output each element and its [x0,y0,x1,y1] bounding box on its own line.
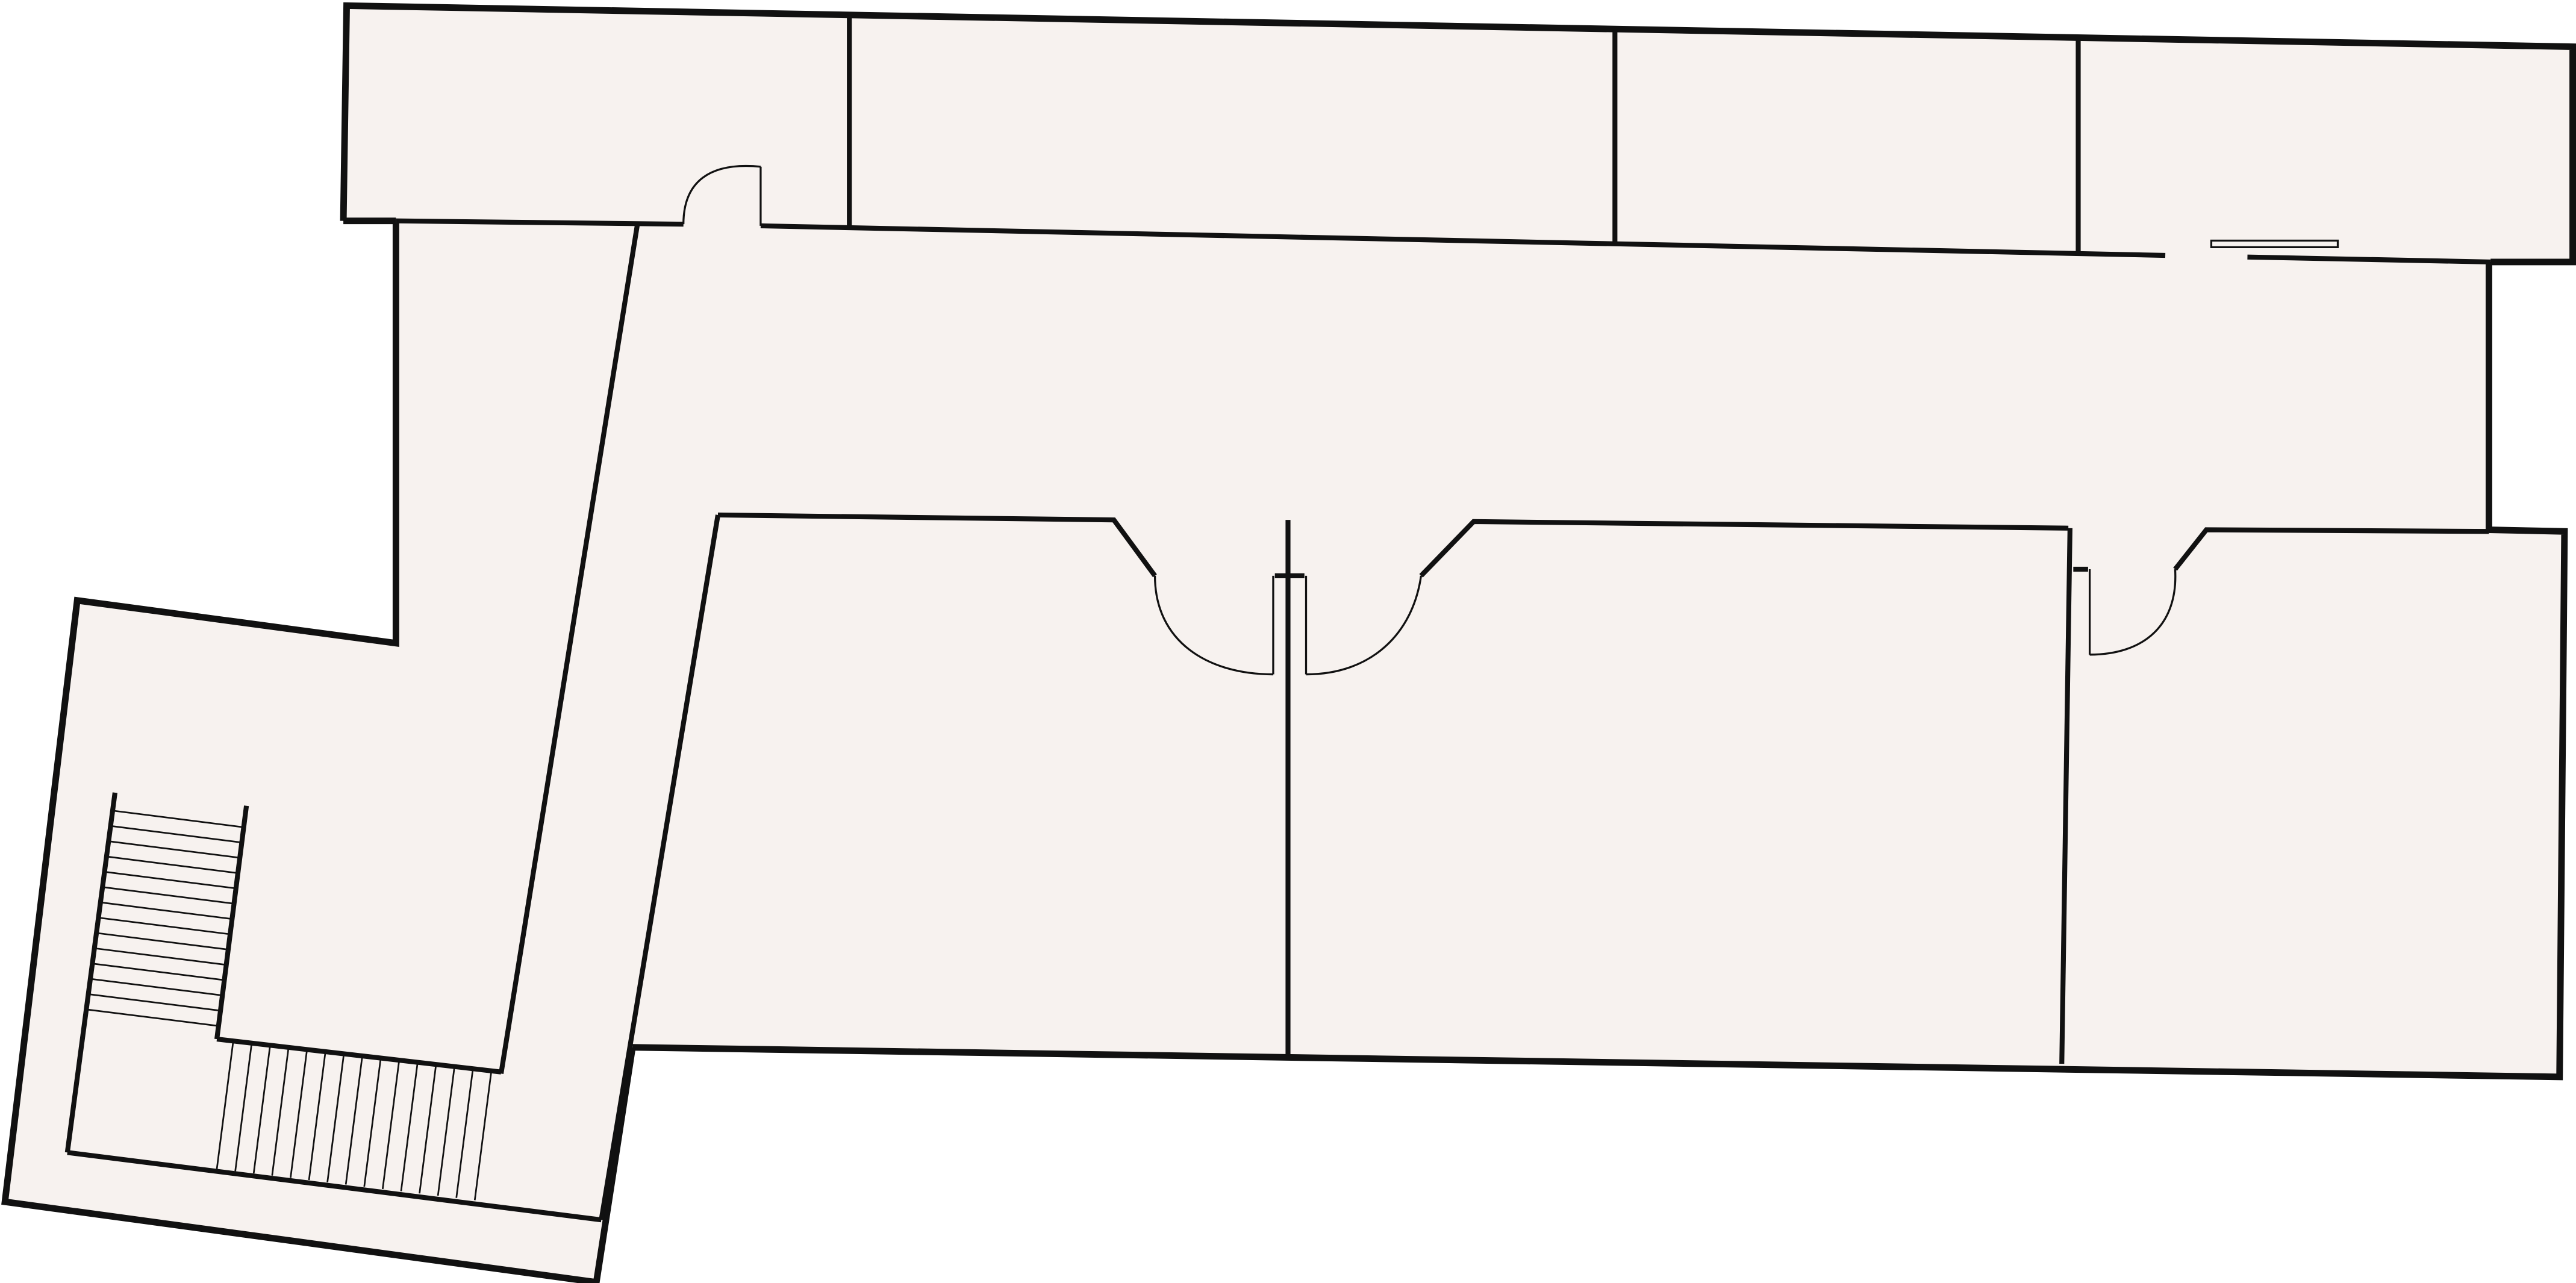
stair-tread [290,1049,308,1178]
stair-tread [326,1054,345,1182]
door-south-1-swing [1153,575,1273,676]
stair-tread [89,993,221,1012]
stair-tread [91,978,223,996]
stair-tread [234,1043,253,1172]
stair-tread [382,1060,400,1190]
door-south-2 [1305,575,1423,676]
stair-tread [109,840,240,859]
stair-tread [107,855,238,874]
wall-south-room-3-north [2173,527,2489,571]
stair-tread [455,1069,474,1198]
wall-north-rooms-south-b [760,223,2166,258]
staircase-lower-flight [216,1040,492,1200]
stair-tread [113,810,243,828]
wall-south-room-2-north [1419,519,2069,578]
door-south-1 [1153,575,1274,676]
wall-stair-outer-west [64,792,117,1153]
stair-tread [93,963,225,981]
stair-tread [271,1047,290,1176]
wall-east-outer [632,526,2568,1081]
stair-tread [252,1045,271,1174]
door-south-3 [2088,569,2177,656]
stair-tread [308,1052,326,1181]
stair-tread [103,886,234,905]
wall-north-outer [340,2,2576,266]
wall-north-rooms-south-c [2247,254,2491,264]
stair-tread [105,871,236,890]
south-rooms [717,512,2489,1064]
west-hallway [64,223,721,1223]
wall-corridor-west [599,514,721,1220]
stair-tread [87,1008,219,1027]
stair-tread [95,947,226,966]
stair-tread [216,1040,234,1169]
wall-south-room-1-north [717,512,1157,578]
wall-north-rooms-south-a [396,218,684,227]
stair-tread [99,917,230,935]
door-south-2-swing [1306,575,1423,676]
wall-south-divider-2 [2059,528,2072,1064]
wall-hallway-east [498,223,640,1075]
stair-tread [97,932,228,951]
stair-tread [111,825,242,843]
stair-tread [400,1063,419,1191]
north-rooms [396,15,2491,264]
stair-tread [419,1065,437,1194]
stair-tread [473,1072,492,1200]
door-south-3-swing [2089,569,2177,656]
staircase-upper-flight [87,810,243,1027]
wall-stair-core-north [216,1037,502,1075]
stair-tread [437,1067,455,1196]
stair-tread [363,1058,382,1187]
wall-southwest-outer [1,222,636,1283]
door-north-1 [682,164,762,226]
window-opening [2210,239,2339,248]
stair-tread [101,901,232,920]
stair-tread [345,1056,363,1185]
door-north-1-swing [682,164,761,225]
wall-stair-core-west [214,805,249,1040]
wall-stair-landing-south [67,1150,602,1223]
